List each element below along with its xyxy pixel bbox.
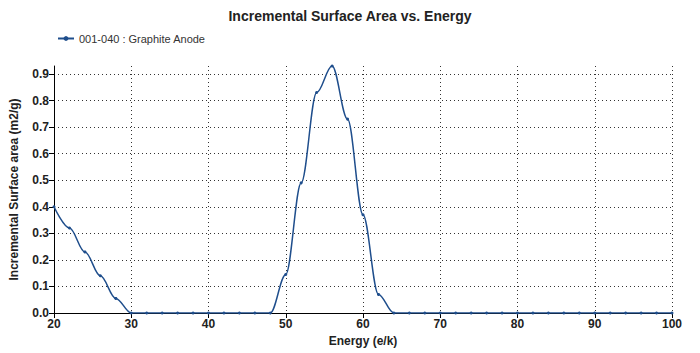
svg-text:0.5: 0.5 [32, 173, 49, 187]
svg-text:Incremental Surface Area vs. E: Incremental Surface Area vs. Energy [228, 8, 471, 24]
svg-text:0.1: 0.1 [32, 279, 49, 293]
svg-text:40: 40 [202, 317, 216, 331]
svg-text:80: 80 [511, 317, 525, 331]
svg-text:001-040 : Graphite Anode: 001-040 : Graphite Anode [79, 33, 205, 45]
svg-text:Incremental Surface area (m2/g: Incremental Surface area (m2/g) [7, 98, 21, 280]
svg-text:0.4: 0.4 [32, 200, 49, 214]
svg-text:50: 50 [279, 317, 293, 331]
svg-text:70: 70 [434, 317, 448, 331]
svg-text:0.3: 0.3 [32, 226, 49, 240]
svg-text:60: 60 [356, 317, 370, 331]
svg-text:0.8: 0.8 [32, 94, 49, 108]
svg-text:Energy (e/k): Energy (e/k) [329, 334, 398, 348]
svg-text:0.0: 0.0 [32, 306, 49, 320]
svg-text:90: 90 [588, 317, 602, 331]
svg-text:30: 30 [125, 317, 139, 331]
svg-text:20: 20 [47, 317, 61, 331]
svg-text:0.9: 0.9 [32, 67, 49, 81]
svg-text:100: 100 [662, 317, 682, 331]
svg-text:0.7: 0.7 [32, 120, 49, 134]
svg-text:0.2: 0.2 [32, 253, 49, 267]
svg-text:0.6: 0.6 [32, 147, 49, 161]
